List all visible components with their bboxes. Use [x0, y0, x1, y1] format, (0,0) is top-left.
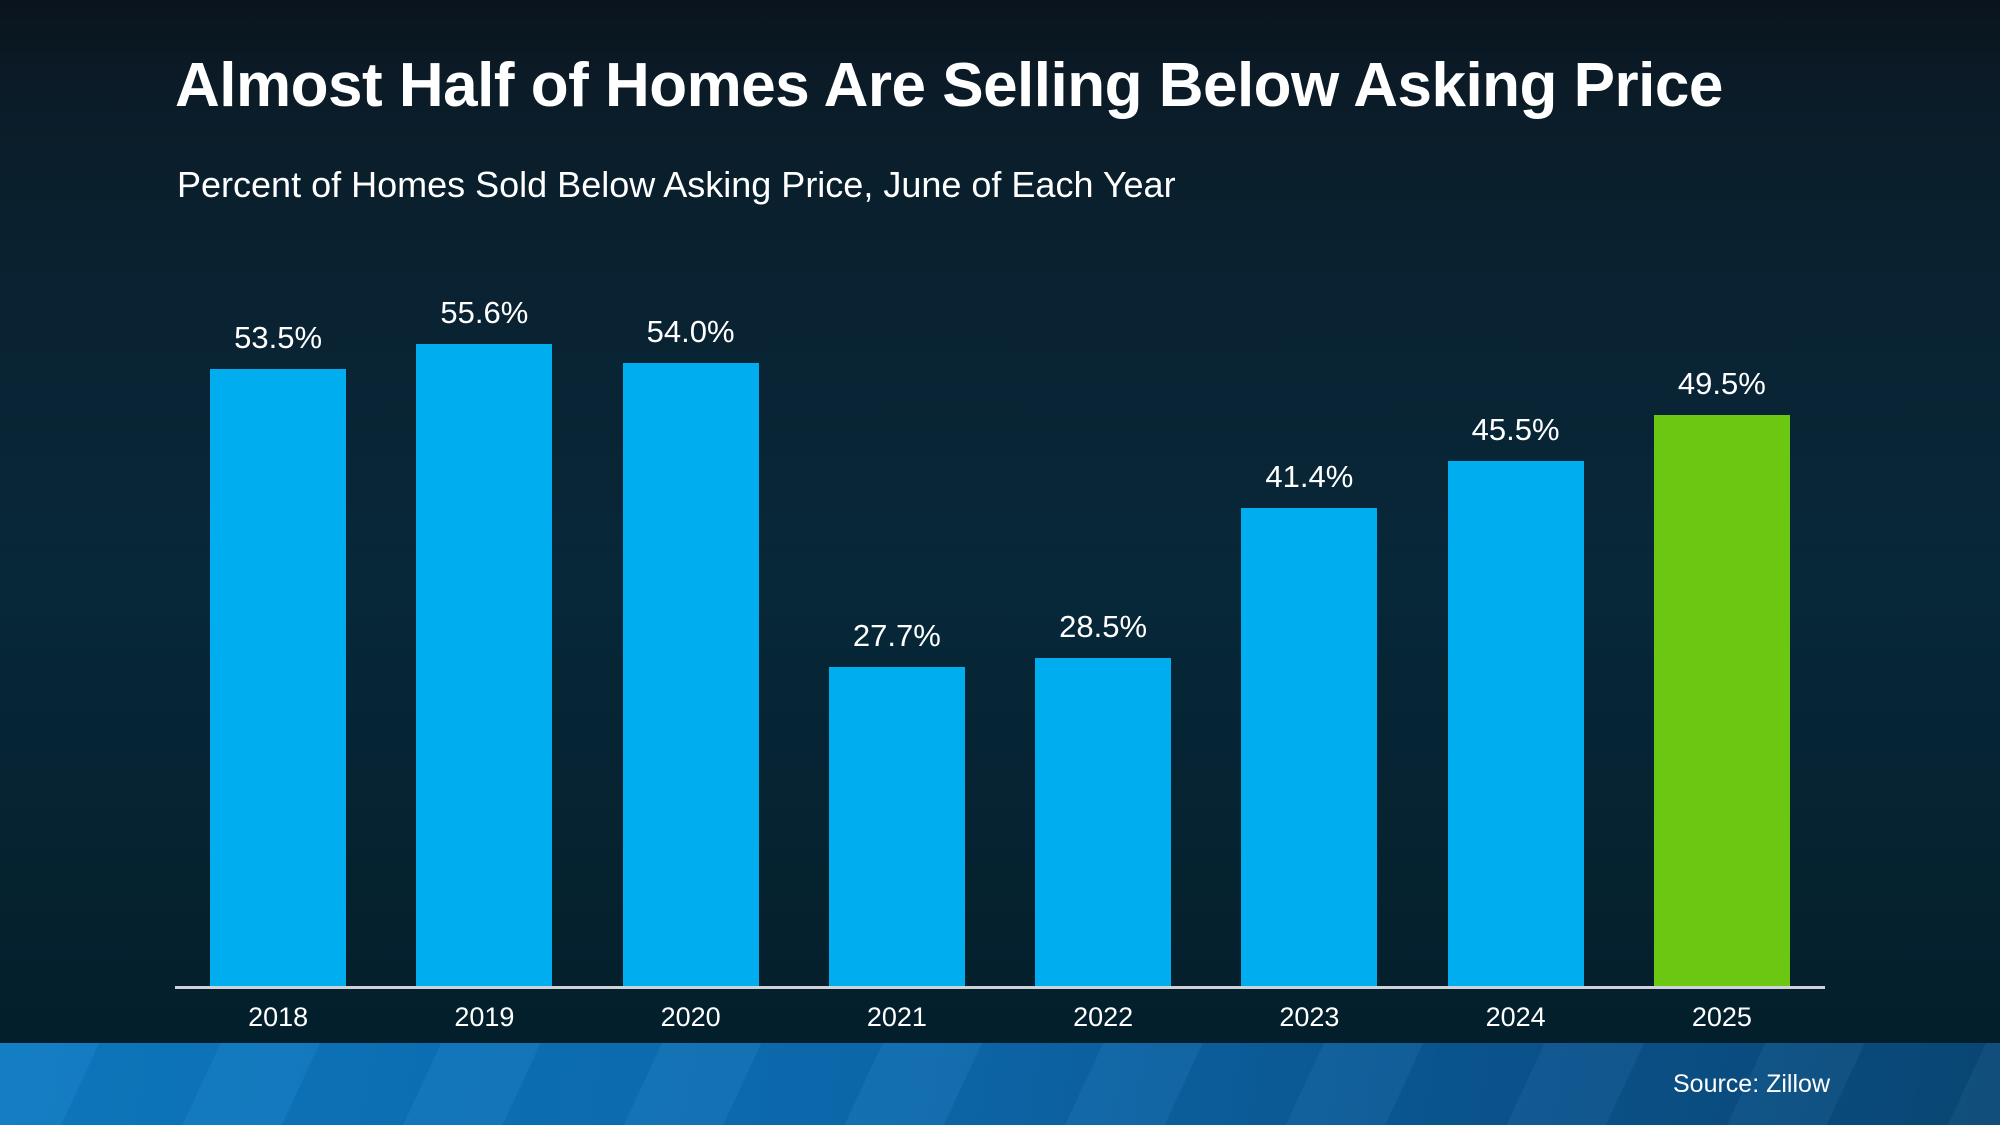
x-axis-label: 2025	[1691, 1002, 1752, 1032]
bar-2024	[1447, 461, 1584, 987]
chart-title: Almost Half of Homes Are Selling Below A…	[175, 51, 1723, 120]
bar-2023	[1241, 508, 1378, 987]
bar-value-label: 53.5%	[234, 320, 323, 355]
chart-subtitle: Percent of Homes Sold Below Asking Price…	[177, 164, 1176, 205]
bar-value-label: 45.5%	[1471, 412, 1560, 447]
x-axis-label: 2020	[660, 1002, 721, 1032]
x-axis-label: 2023	[1279, 1002, 1340, 1032]
bar-2025	[1653, 415, 1790, 987]
bar-2022	[1035, 658, 1172, 987]
bar-slot: 41.4%	[1206, 217, 1412, 987]
bar-2018	[210, 369, 347, 987]
bar-2020	[622, 363, 759, 987]
bar-2021	[828, 667, 965, 987]
bar-2019	[416, 344, 553, 987]
bar-slot: 45.5%	[1413, 217, 1619, 987]
x-axis-label: 2018	[248, 1002, 309, 1032]
bar-value-label: 27.7%	[852, 618, 941, 653]
x-axis-line	[175, 986, 1825, 989]
x-axis-label: 2022	[1073, 1002, 1134, 1032]
x-axis-label: 2019	[454, 1002, 515, 1032]
footer-band: Source: Zillow	[0, 1043, 2000, 1125]
bar-slot: 54.0%	[588, 217, 794, 987]
bar-slot: 55.6%	[381, 217, 587, 987]
x-axis-label: 2024	[1485, 1002, 1546, 1032]
source-attribution: Source: Zillow	[1673, 1069, 1830, 1098]
bar-value-label: 28.5%	[1059, 609, 1148, 644]
bar-slot: 49.5%	[1619, 217, 1825, 987]
bar-value-label: 55.6%	[440, 295, 529, 330]
bar-value-label: 41.4%	[1265, 459, 1354, 494]
bar-slot: 28.5%	[1000, 217, 1206, 987]
plot-area: 53.5% 55.6% 54.0% 27.7% 28.5% 41.4% 45.5% 49.5%	[175, 217, 1825, 987]
x-axis-label: 2021	[866, 1002, 927, 1032]
bar-slot: 27.7%	[794, 217, 1000, 987]
bar-slot: 53.5%	[175, 217, 381, 987]
x-axis-labels: 2018 2019 2020 2021 2022 2023 2024 2025	[175, 1002, 1825, 1033]
bar-value-label: 54.0%	[646, 314, 735, 349]
bar-value-label: 49.5%	[1677, 366, 1766, 401]
